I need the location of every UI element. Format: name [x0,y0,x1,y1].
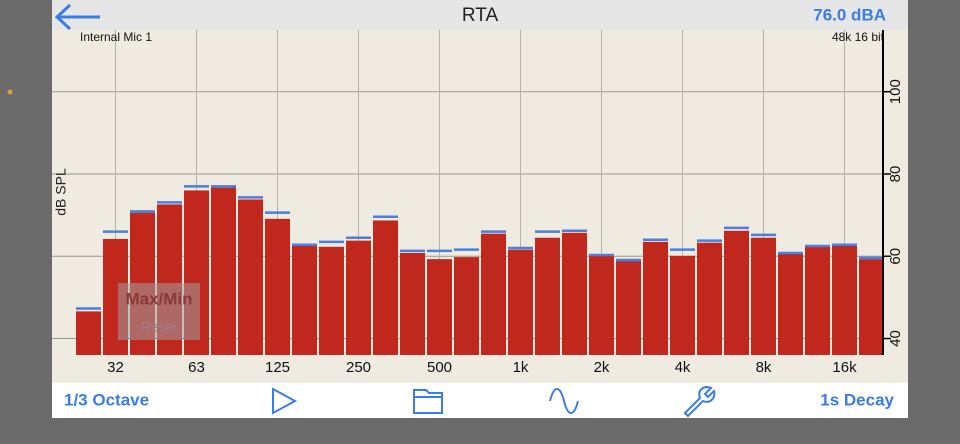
octave-button[interactable]: 1/3 Octave [64,390,149,409]
header-bar [52,0,908,30]
bar [589,255,614,355]
button-label: Max/Min [125,289,192,308]
bar [643,241,668,355]
bar [76,311,101,355]
x-tick-label: 16k [832,359,857,376]
bar [724,230,749,355]
back-button[interactable] [54,3,100,31]
dot [7,89,13,95]
bar [562,232,587,355]
y-tick-label: 40 [887,330,904,347]
max-min-button[interactable]: Max/Min Reset [118,283,200,340]
y-tick-label: 100 [887,79,904,104]
bar [373,220,398,355]
x-tick-label: 125 [265,359,290,376]
x-tick-label: 32 [107,359,124,376]
folder-button[interactable] [413,389,443,414]
y-tick-label: 60 [887,248,904,265]
x-label-row [52,355,908,383]
button-bg [118,283,200,340]
input-label: Internal Mic 1 [80,30,152,44]
bar [859,259,884,355]
bar [481,233,506,355]
x-tick-label: 63 [188,359,205,376]
x-tick-label: 4k [675,359,691,376]
toolbar [52,383,908,418]
x-tick-label: 250 [346,359,371,376]
x-tick-label: 500 [427,359,452,376]
back-arrow [54,3,100,31]
y-tick-label: 80 [887,166,904,183]
bar [670,255,695,355]
format-label: 48k 16 bit [832,30,885,44]
bar [211,187,236,355]
x-tick-label: 2k [594,359,610,376]
bar [427,259,452,355]
x-tick-label: 1k [513,359,529,376]
weighting-button[interactable] [549,388,579,414]
bar [265,218,290,355]
header-title: RTA [462,5,499,26]
bar [454,257,479,355]
bar [751,237,776,355]
bar [697,242,722,355]
settings-button[interactable] [683,386,716,418]
x-tick-label: 8k [756,359,772,376]
bar [535,237,560,355]
bar [778,253,803,355]
bar [508,249,533,355]
decay-button[interactable]: 1s Decay [820,390,894,409]
bar [616,260,641,355]
y-axis-label: dB SPL [53,168,69,216]
bar [319,246,344,355]
bar [238,199,263,355]
button-sublabel: Reset [141,319,178,335]
play-button[interactable] [272,387,298,415]
level-readout[interactable]: 76.0 dBA [813,5,886,24]
bar [805,246,830,355]
bar [346,240,371,355]
bar [400,252,425,355]
bar [292,245,317,355]
bar [832,245,857,355]
